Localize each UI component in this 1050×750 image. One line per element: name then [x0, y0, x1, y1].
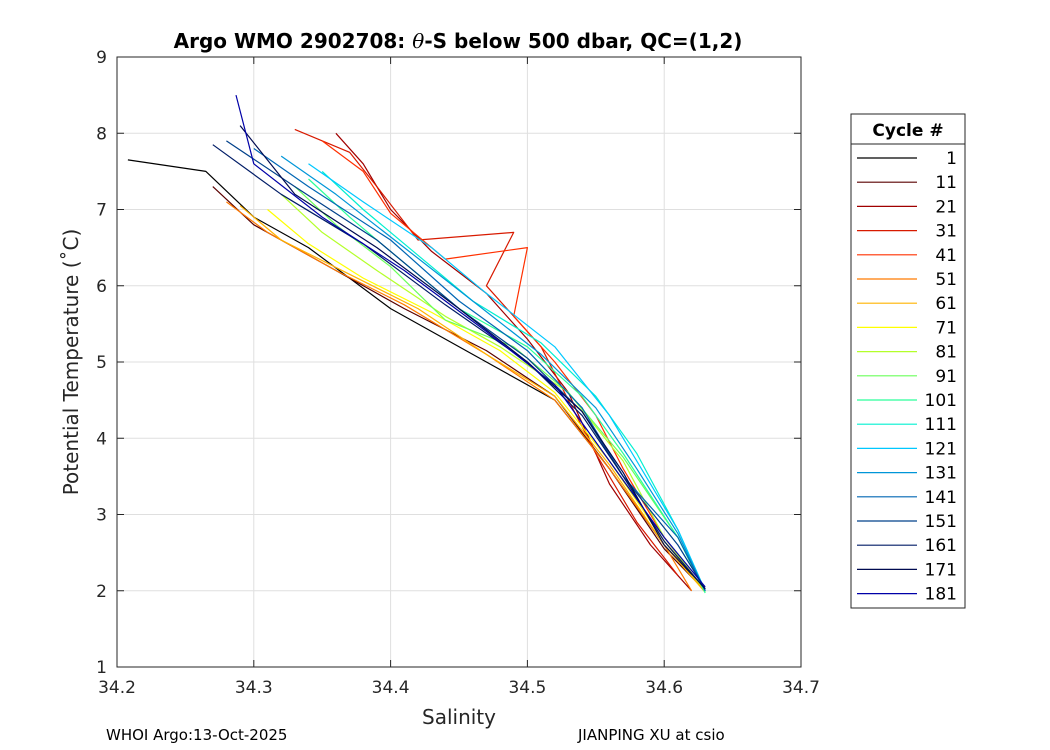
y-tick-label: 8 [96, 124, 107, 144]
legend: Cycle # 11121314151617181911011111211311… [850, 113, 966, 609]
chart-title: Argo WMO 2902708: θ-S below 500 dbar, QC… [174, 29, 743, 53]
legend-label: 91 [935, 367, 957, 387]
x-tick-label: 34.7 [782, 678, 820, 698]
series-line-cycle-181 [235, 94, 706, 588]
legend-title: Cycle # [872, 121, 943, 141]
legend-label: 61 [935, 294, 957, 314]
y-tick-label: 3 [96, 506, 107, 526]
x-tick-labels: 34.2 34.3 34.4 34.5 34.6 34.7 [98, 678, 820, 698]
legend-label: 151 [925, 512, 957, 532]
legend-label: 111 [925, 415, 957, 435]
series-line-cycle-121 [308, 163, 706, 592]
legend-box [850, 113, 966, 609]
legend-label: 161 [925, 536, 957, 556]
series-line-cycle-81 [280, 193, 706, 592]
legend-label: 21 [935, 197, 957, 217]
legend-label: 181 [925, 585, 957, 605]
y-tick-label: 4 [96, 429, 107, 449]
y-tick-label: 9 [96, 48, 107, 68]
series-line-cycle-171 [239, 125, 706, 589]
series-line-cycle-111 [321, 170, 706, 592]
series-line-cycle-71 [267, 209, 706, 592]
tick-marks [116, 56, 802, 668]
legend-label: 31 [935, 222, 957, 242]
y-tick-label: 1 [96, 658, 107, 678]
legend-entries: 1112131415161718191101111121131141151161… [857, 149, 957, 605]
title-suffix: -S below 500 dbar, QC=(1,2) [424, 29, 742, 53]
series-layer [127, 94, 706, 594]
series-line-cycle-101 [308, 178, 706, 594]
legend-label: 101 [925, 391, 957, 411]
legend-label: 1 [946, 149, 957, 169]
y-tick-label: 6 [96, 277, 107, 297]
series-line-cycle-31 [294, 128, 679, 576]
title-prefix: Argo WMO 2902708: [174, 29, 413, 53]
legend-label: 81 [935, 343, 957, 363]
legend-label: 71 [935, 318, 957, 338]
y-tick-label: 7 [96, 201, 107, 221]
series-line-cycle-131 [280, 155, 706, 592]
series-line-cycle-61 [239, 205, 706, 593]
legend-label: 171 [925, 560, 957, 580]
y-tick-label: 5 [96, 353, 107, 373]
y-axis-label: Potential Temperature (˚C) [59, 229, 83, 496]
x-axis-label: Salinity [422, 705, 496, 729]
footer-author: JIANPING XU at csio [578, 726, 725, 744]
title-theta-symbol: θ [412, 29, 424, 53]
x-tick-label: 34.3 [235, 678, 273, 698]
legend-label: 51 [935, 270, 957, 290]
legend-label: 41 [935, 246, 957, 266]
legend-label: 131 [925, 464, 957, 484]
legend-label: 121 [925, 439, 957, 459]
series-line-cycle-141 [253, 148, 706, 592]
x-tick-label: 34.5 [508, 678, 546, 698]
series-line-cycle-151 [226, 140, 706, 590]
legend-label: 11 [935, 173, 957, 193]
x-tick-label: 34.4 [372, 678, 410, 698]
legend-label: 141 [925, 488, 957, 508]
x-tick-label: 34.2 [98, 678, 136, 698]
x-tick-label: 34.6 [645, 678, 683, 698]
y-tick-label: 2 [96, 582, 107, 602]
y-tick-labels: 1 2 3 4 5 6 7 8 9 [96, 48, 107, 678]
footer-source-date: WHOI Argo:13-Oct-2025 [106, 726, 288, 744]
